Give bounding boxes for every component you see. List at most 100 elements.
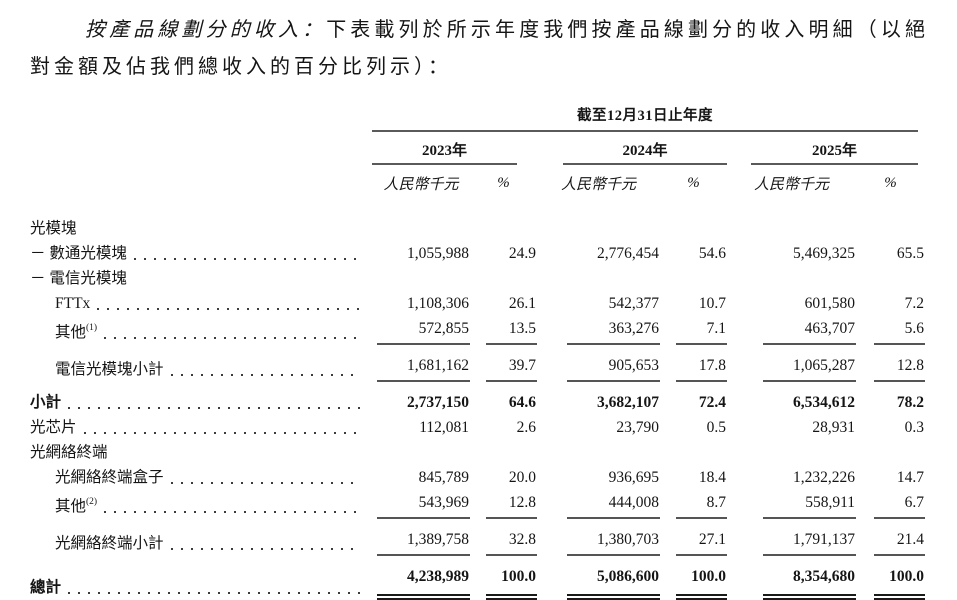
- intro-lead-text: 按產品線劃分的收入：: [85, 19, 327, 41]
- period-header-cell: 截至12月31日止年度: [372, 104, 925, 132]
- year-header-2024: 2024年: [563, 132, 727, 165]
- amount-cell: 1,681,162: [372, 345, 470, 382]
- amount-value: 1,791,137: [763, 527, 856, 556]
- amount-value: 2,776,454: [597, 245, 659, 262]
- percent-cell: 78.2: [856, 382, 925, 415]
- percent-cell: 39.7: [470, 345, 537, 382]
- dot-leader: [170, 531, 360, 556]
- percent-value: 100.0: [676, 564, 727, 600]
- amount-cell: 1,065,287: [727, 345, 856, 382]
- percent-value: 20.0: [508, 469, 536, 486]
- amount-value: 1,389,758: [377, 527, 470, 556]
- percent-value: 10.7: [698, 295, 726, 312]
- percent-cell: 0.5: [660, 415, 727, 440]
- row-label-cell: 光網絡終端盒子: [30, 465, 372, 490]
- amount-cell: 28,931: [727, 415, 856, 440]
- table-row: 光網絡終端小計 1,389,758 32.8 1,380,703 27.1 1,791,1…: [30, 519, 926, 556]
- percent-cell: [660, 440, 727, 465]
- amount-value: 845,789: [418, 469, 469, 486]
- row-label: － 數通光模塊: [30, 245, 127, 262]
- year-header-cell-2024: 2024年: [537, 132, 727, 165]
- amount-value: 558,911: [763, 490, 856, 519]
- percent-cell: 7.2: [856, 291, 925, 316]
- percent-cell: 27.1: [660, 519, 727, 556]
- percent-label: %: [884, 175, 897, 191]
- row-label: 光網絡終端: [30, 444, 108, 461]
- percent-value: 65.5: [896, 245, 925, 262]
- amount-cell: 936,695: [537, 465, 660, 490]
- amount-cell: 3,682,107: [537, 382, 660, 415]
- row-label: 小計: [30, 394, 62, 411]
- amount-cell: 23,790: [537, 415, 660, 440]
- percent-cell: 64.6: [470, 382, 537, 415]
- row-label-cell: 總計: [30, 556, 372, 600]
- percent-cell: 12.8: [856, 345, 926, 382]
- unit-label: 人民幣千元: [383, 177, 459, 193]
- footnote-marker: (1): [86, 323, 98, 333]
- amount-value: 8,354,680: [763, 564, 856, 600]
- percent-cell: 20.0: [470, 465, 537, 490]
- percent-value: 0.5: [706, 419, 726, 436]
- amount-cell: 112,081: [372, 415, 470, 440]
- amount-value: 4,238,989: [377, 564, 470, 600]
- percent-cell: 21.4: [856, 519, 926, 556]
- percent-cell: 26.1: [470, 291, 537, 316]
- revenue-by-product-line-table: 截至12月31日止年度 2023年 2024年 2025年 人民幣千元 %: [30, 104, 926, 600]
- table-row: 光模塊: [30, 216, 925, 241]
- amount-cell: 2,737,150: [372, 382, 470, 415]
- table-row: 小計 2,737,150 64.6 3,682,107 72.4 6,534,612 78.…: [30, 382, 925, 415]
- row-label: 其他(1): [55, 323, 98, 341]
- percent-value: 12.8: [486, 490, 537, 519]
- footnote-marker: (2): [86, 497, 98, 507]
- row-label: 光網絡終端小計: [55, 535, 164, 552]
- year-header-cell-2023: 2023年: [372, 132, 537, 165]
- amount-cell: 463,707: [727, 316, 856, 345]
- row-label: 光模塊: [30, 220, 77, 237]
- percent-cell: 72.4: [660, 382, 727, 415]
- percent-cell: 0.3: [856, 415, 925, 440]
- amount-cell: 4,238,989: [372, 556, 470, 600]
- percent-cell: 54.6: [660, 241, 727, 266]
- row-label-cell: 其他(1): [30, 316, 372, 345]
- intro-paragraph: 按產品線劃分的收入：下表載列於所示年度我們按產品線劃分的收入明細（以絕對金額及佔…: [30, 12, 929, 86]
- amount-cell: [537, 266, 660, 291]
- row-label: － 電信光模塊: [30, 270, 127, 287]
- amount-cell: 5,469,325: [727, 241, 856, 266]
- amount-cell: 601,580: [727, 291, 856, 316]
- table-row: FTTx 1,108,306 26.1 542,377 10.7 601,580 7.2: [30, 291, 925, 316]
- year-header-row: 2023年 2024年 2025年: [30, 132, 925, 165]
- amount-value: 601,580: [804, 295, 855, 312]
- header-spacer: [30, 165, 372, 216]
- percent-cell: 17.8: [660, 345, 727, 382]
- amount-value: 542,377: [608, 295, 659, 312]
- amount-cell: 845,789: [372, 465, 470, 490]
- amount-value: 5,469,325: [793, 245, 855, 262]
- amount-value: 1,380,703: [567, 527, 660, 556]
- dot-leader: [97, 291, 360, 316]
- percent-value: 54.6: [698, 245, 726, 262]
- amount-cell: 1,232,226: [727, 465, 856, 490]
- amount-value: 2,737,150: [407, 394, 469, 411]
- amount-value: 543,969: [377, 490, 470, 519]
- amount-cell: [537, 440, 660, 465]
- percent-value: 72.4: [698, 394, 726, 411]
- year-header-2025: 2025年: [751, 132, 919, 165]
- table-row: 光芯片 112,081 2.6 23,790 0.5 28,931 0.3: [30, 415, 925, 440]
- percent-value: 39.7: [486, 353, 537, 382]
- percent-value: 18.4: [698, 469, 726, 486]
- amount-cell: [537, 216, 660, 241]
- percent-value: 21.4: [874, 527, 926, 556]
- percent-cell: 100.0: [470, 556, 537, 600]
- amount-value: 28,931: [812, 419, 855, 436]
- table-row: 其他(1) 572,855 13.5 363,276 7.1 463,707 5.6: [30, 316, 926, 345]
- percent-cell: 8.7: [660, 490, 727, 519]
- amount-cell: 905,653: [537, 345, 660, 382]
- amount-cell: 6,534,612: [727, 382, 856, 415]
- percent-value: 7.1: [676, 316, 727, 345]
- amount-cell: 1,791,137: [727, 519, 856, 556]
- table-row: － 數通光模塊 1,055,988 24.9 2,776,454 54.6 5,469,3…: [30, 241, 925, 266]
- row-label: 光芯片: [30, 419, 77, 436]
- amount-value: 463,707: [763, 316, 856, 345]
- dot-leader: [83, 415, 360, 440]
